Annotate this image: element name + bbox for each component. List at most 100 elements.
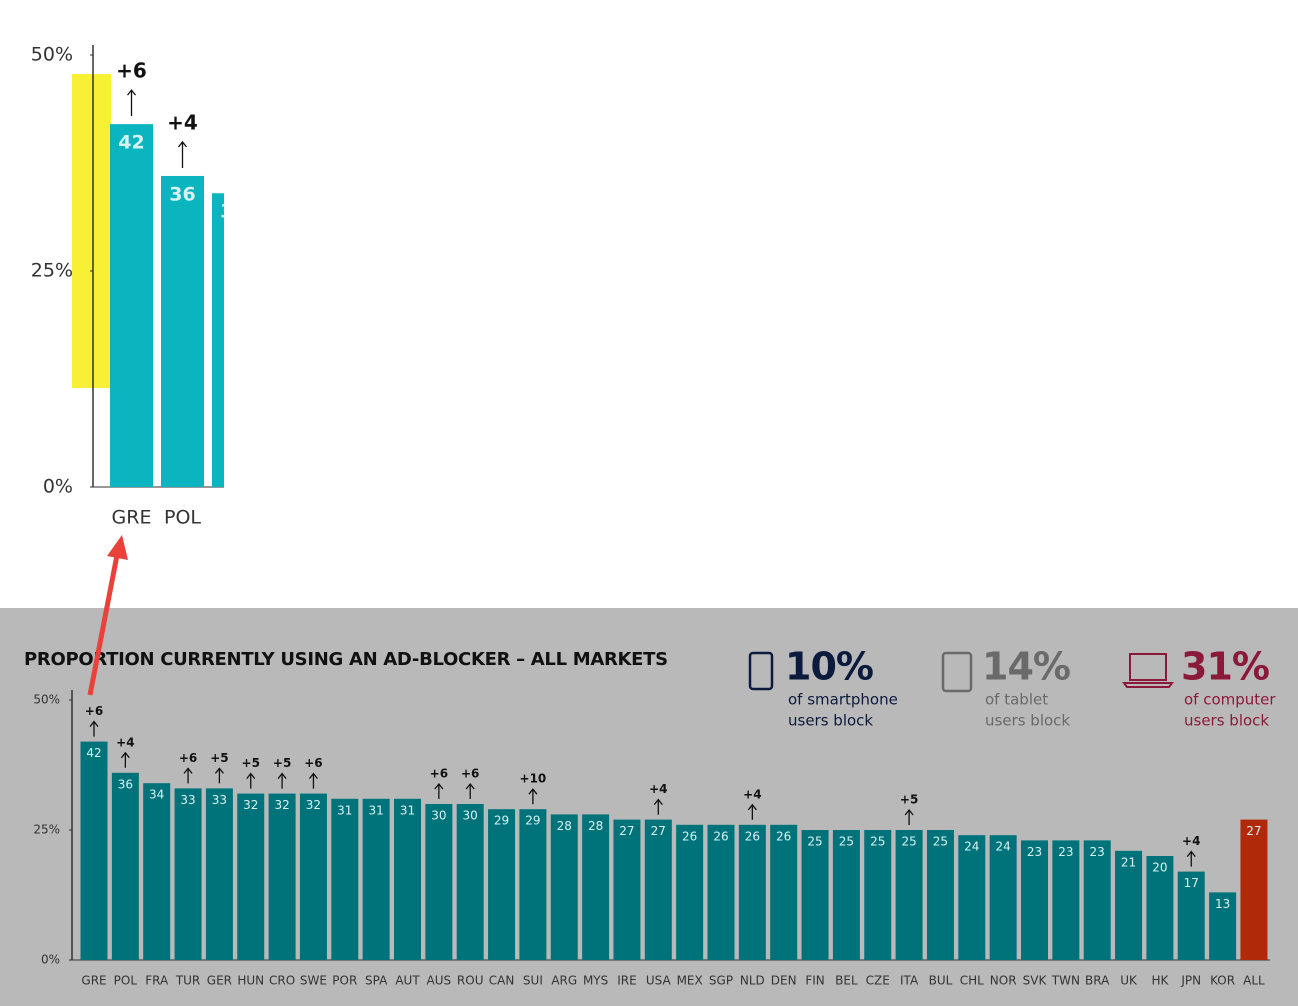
stat-value: 31% — [1181, 645, 1269, 689]
change-label: +4 — [1182, 834, 1200, 848]
x-tick-label: ROU — [457, 974, 484, 988]
change-label: +6 — [179, 751, 197, 765]
bar — [1115, 850, 1143, 960]
x-tick-label: SWE — [300, 974, 327, 988]
x-tick-label: SGP — [709, 974, 733, 988]
x-tick-label: MYS — [583, 974, 608, 988]
bar — [864, 830, 892, 960]
value-label: 31 — [400, 803, 415, 817]
change-label: +6 — [304, 756, 322, 770]
bar — [174, 788, 202, 960]
bar — [895, 830, 923, 960]
x-tick-label: SPA — [365, 974, 388, 988]
value-label: 30 — [431, 809, 446, 823]
x-tick-label: CZE — [866, 974, 890, 988]
x-tick-label: IRE — [617, 974, 636, 988]
change-arrow — [183, 767, 193, 784]
highlight — [72, 74, 111, 388]
value-label: 42 — [86, 746, 101, 760]
value-label: 29 — [494, 814, 509, 828]
x-tick-label: AUT — [395, 974, 420, 988]
x-tick-label: BUL — [929, 974, 953, 988]
bar — [237, 793, 265, 960]
value-label: 24 — [964, 840, 979, 854]
x-tick-label: SVK — [1023, 974, 1048, 988]
value-label: 27 — [1246, 824, 1261, 838]
change-label: +6 — [116, 59, 147, 83]
x-tick-label: F — [228, 507, 239, 529]
bar — [550, 814, 578, 960]
bar — [362, 798, 390, 960]
x-tick-label: BEL — [835, 974, 858, 988]
x-tick-label: SUI — [523, 974, 543, 988]
x-tick-label: KOR — [1210, 974, 1235, 988]
tablet-icon — [941, 651, 973, 693]
x-tick-label: CHL — [960, 974, 984, 988]
change-arrow — [214, 767, 224, 784]
y-tick-label: 0% — [41, 953, 60, 967]
bar — [456, 804, 484, 960]
x-tick-label: GRE — [112, 507, 152, 529]
stat-value: 10% — [785, 645, 873, 689]
bar — [1021, 840, 1048, 960]
value-label: 34 — [220, 201, 246, 223]
y-tick-label: 25% — [31, 260, 73, 282]
change-label: +5 — [273, 756, 291, 770]
x-tick-label: HK — [1151, 974, 1169, 988]
zoom-chart: 0% 25% 50% 42 GRE +6 36 POL +4 34 F — [31, 44, 246, 529]
bar — [331, 798, 359, 960]
value-label: 31 — [369, 803, 384, 817]
x-tick-label: ARG — [551, 974, 577, 988]
stat-text: users block — [985, 712, 1070, 730]
bar — [926, 830, 954, 960]
change-label: +10 — [520, 772, 547, 786]
change-label: +6 — [461, 767, 479, 781]
value-label: 20 — [1152, 861, 1167, 875]
value-label: 32 — [306, 798, 321, 812]
stat-value: 14% — [982, 645, 1070, 689]
change-arrow — [177, 140, 188, 168]
x-tick-label: POR — [332, 974, 357, 988]
change-arrow — [434, 782, 444, 799]
change-arrow — [653, 798, 663, 815]
x-tick-label: NOR — [990, 974, 1017, 988]
value-label: 28 — [588, 819, 603, 833]
x-tick-label: FRA — [145, 974, 169, 988]
value-label: 25 — [933, 835, 948, 849]
value-label: 36 — [169, 183, 195, 205]
value-label: 42 — [118, 132, 144, 154]
bar — [582, 814, 610, 960]
value-label: 13 — [1215, 897, 1230, 911]
value-label: 27 — [619, 824, 634, 838]
change-arrow — [120, 751, 130, 768]
change-arrow — [904, 808, 914, 825]
value-label: 28 — [557, 819, 572, 833]
value-label: 25 — [901, 835, 916, 849]
value-label: 17 — [1184, 876, 1199, 890]
change-arrow — [465, 782, 475, 799]
laptop-icon — [1122, 653, 1174, 688]
x-tick-label: FIN — [805, 974, 824, 988]
bar — [1177, 871, 1205, 960]
bar — [1209, 892, 1237, 960]
value-label: 21 — [1121, 855, 1136, 869]
x-tick-label: JPN — [1180, 974, 1201, 988]
change-arrow — [747, 803, 757, 820]
bar — [161, 175, 204, 487]
value-label: 36 — [118, 777, 133, 791]
value-label: 33 — [180, 793, 195, 807]
value-label: 29 — [525, 814, 540, 828]
change-label: +4 — [743, 787, 761, 801]
bar — [488, 809, 516, 960]
change-label: +5 — [242, 756, 260, 770]
x-tick-label: NLD — [740, 974, 765, 988]
stat-text: of tablet — [985, 691, 1048, 709]
main-chart: PROPORTION CURRENTLY USING AN AD-BLOCKER… — [24, 649, 1270, 988]
bar — [801, 830, 829, 960]
change-arrow — [308, 772, 318, 789]
value-label: 32 — [274, 798, 289, 812]
x-tick-label: AUS — [427, 974, 452, 988]
x-tick-label: GER — [207, 974, 232, 988]
bar — [212, 193, 224, 488]
value-label: 25 — [807, 835, 822, 849]
